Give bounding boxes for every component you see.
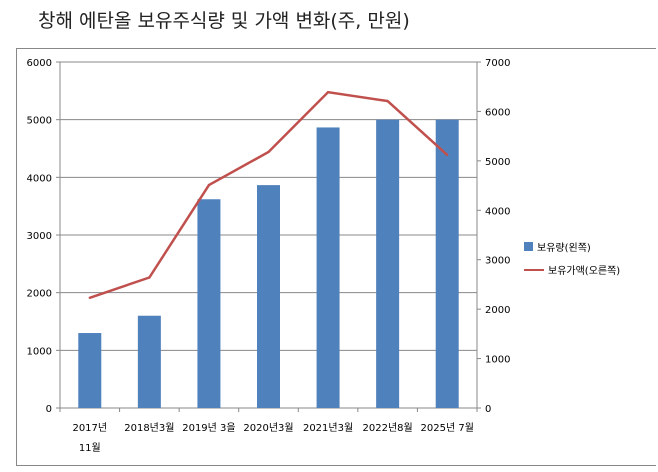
bar bbox=[137, 315, 161, 408]
x-tick-label: 11월 bbox=[79, 442, 101, 454]
legend-label: 보유량(왼쪽) bbox=[537, 243, 591, 254]
right-tick-label: 4000 bbox=[485, 206, 510, 217]
x-tick-label: 2017년 bbox=[72, 422, 107, 434]
bar bbox=[257, 185, 280, 408]
bar bbox=[197, 199, 221, 408]
right-tick-label: 6000 bbox=[485, 107, 510, 118]
left-tick-label: 1000 bbox=[27, 346, 52, 357]
left-tick-label: 0 bbox=[46, 404, 52, 415]
left-tick-label: 4000 bbox=[27, 173, 52, 184]
left-tick-label: 2000 bbox=[27, 289, 52, 300]
bar bbox=[376, 119, 400, 409]
x-tick-label: 2019년 3을 bbox=[182, 422, 235, 434]
right-tick-label: 1000 bbox=[485, 355, 510, 366]
x-tick-label: 2025년 7월 bbox=[421, 422, 474, 434]
line-point bbox=[326, 90, 330, 94]
right-tick-label: 2000 bbox=[485, 305, 510, 316]
line-point bbox=[446, 153, 449, 157]
chart-title: 창해 에탄올 보유주식량 및 가액 변화(주, 만원) bbox=[38, 10, 410, 32]
legend-label: 보유가액(오른쪽) bbox=[548, 266, 621, 277]
line-point bbox=[267, 150, 270, 154]
line-point bbox=[386, 99, 389, 103]
bar bbox=[316, 127, 340, 409]
x-tick-label: 2020년3월 bbox=[243, 422, 293, 434]
legend-swatch-bar bbox=[524, 242, 533, 251]
x-tick-label: 2021년3월 bbox=[303, 422, 353, 434]
bar bbox=[78, 333, 102, 408]
right-tick-label: 5000 bbox=[485, 157, 510, 168]
left-tick-label: 3000 bbox=[27, 231, 52, 242]
line-point bbox=[148, 276, 151, 279]
legend-item-bar: 보유량(왼쪽) bbox=[524, 239, 591, 254]
bar bbox=[435, 119, 459, 409]
right-tick-label: 3000 bbox=[485, 256, 510, 267]
right-tick-label: 0 bbox=[485, 404, 491, 415]
line-point bbox=[207, 183, 211, 187]
left-tick-label: 6000 bbox=[27, 58, 52, 69]
x-tick-label: 2018년3월 bbox=[124, 422, 174, 434]
chart-frame bbox=[16, 48, 656, 466]
left-tick-label: 5000 bbox=[27, 116, 52, 127]
legend-swatch-line bbox=[524, 268, 544, 271]
right-tick-label: 7000 bbox=[485, 58, 510, 69]
legend-item-line: 보유가액(오른쪽) bbox=[524, 262, 620, 277]
x-tick-label: 2022년8월 bbox=[363, 422, 413, 434]
line-point bbox=[88, 296, 91, 299]
